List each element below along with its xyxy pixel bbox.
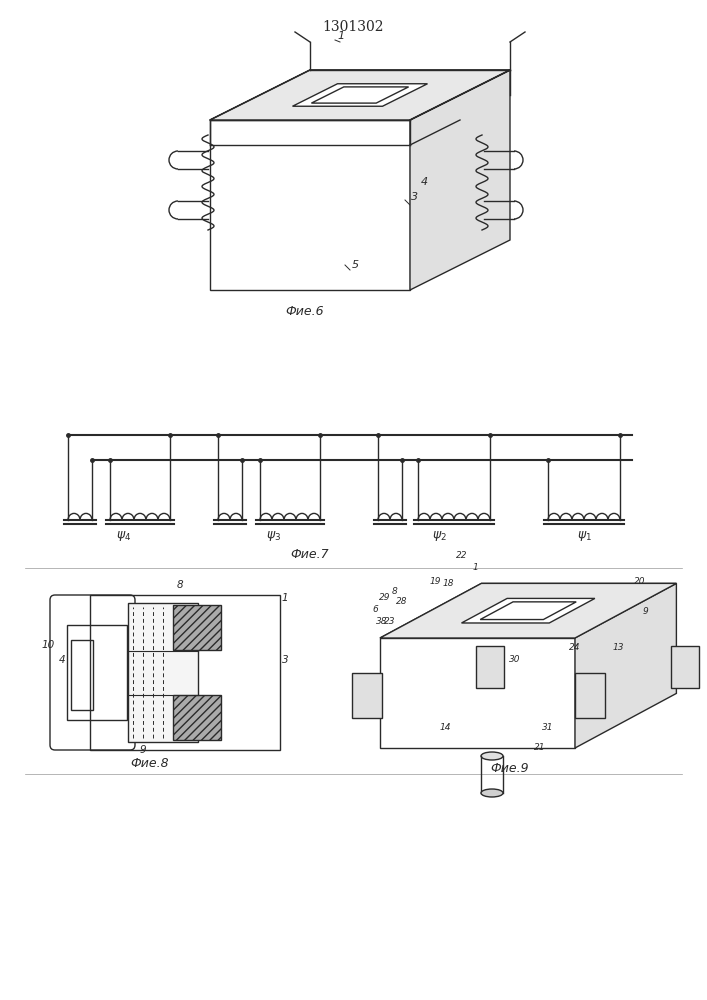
Text: 30: 30 bbox=[509, 656, 521, 664]
Text: 14: 14 bbox=[439, 724, 451, 732]
Text: 24: 24 bbox=[569, 644, 580, 652]
Text: 1: 1 bbox=[337, 31, 344, 41]
Text: Фие.9: Фие.9 bbox=[491, 762, 530, 775]
Text: 22: 22 bbox=[456, 550, 468, 560]
Bar bbox=[90, 595, 280, 750]
Text: 4: 4 bbox=[421, 177, 428, 187]
Text: 13: 13 bbox=[612, 644, 624, 652]
Bar bbox=[575, 673, 605, 718]
Bar bbox=[672, 646, 699, 688]
Text: 3: 3 bbox=[281, 655, 288, 665]
Text: $\psi_4$: $\psi_4$ bbox=[117, 529, 132, 543]
Bar bbox=[71, 640, 93, 710]
Bar bbox=[173, 695, 221, 740]
Text: 25: 25 bbox=[489, 587, 501, 596]
Text: 23: 23 bbox=[384, 617, 396, 626]
Text: 9: 9 bbox=[140, 745, 146, 755]
Text: 12: 12 bbox=[506, 615, 518, 624]
Text: 1: 1 bbox=[472, 564, 478, 572]
Text: 8: 8 bbox=[392, 587, 398, 596]
Polygon shape bbox=[380, 583, 677, 638]
Text: 20: 20 bbox=[634, 578, 645, 586]
Bar bbox=[173, 605, 221, 650]
Bar bbox=[477, 646, 504, 688]
Text: 5: 5 bbox=[352, 260, 359, 270]
Polygon shape bbox=[210, 70, 510, 120]
Text: 29: 29 bbox=[379, 592, 391, 601]
Bar bbox=[352, 673, 382, 718]
Text: 19: 19 bbox=[429, 578, 440, 586]
Polygon shape bbox=[210, 70, 510, 120]
Bar bbox=[67, 625, 127, 720]
Text: $\psi_1$: $\psi_1$ bbox=[576, 529, 592, 543]
Text: 3: 3 bbox=[411, 192, 418, 202]
Text: Фие.6: Фие.6 bbox=[286, 305, 325, 318]
Text: 10: 10 bbox=[42, 640, 54, 650]
Text: 15: 15 bbox=[486, 599, 498, 608]
Polygon shape bbox=[575, 583, 677, 748]
Text: 17: 17 bbox=[549, 595, 561, 604]
Text: 21: 21 bbox=[534, 744, 546, 752]
Ellipse shape bbox=[481, 789, 503, 797]
Text: 9: 9 bbox=[642, 607, 648, 616]
Text: Фие.7: Фие.7 bbox=[291, 548, 329, 561]
Text: 18: 18 bbox=[443, 580, 454, 588]
Text: 28: 28 bbox=[396, 597, 408, 606]
Text: 11: 11 bbox=[490, 607, 502, 616]
Text: 1301302: 1301302 bbox=[322, 20, 384, 34]
Text: 8: 8 bbox=[177, 580, 183, 590]
Text: 1: 1 bbox=[281, 593, 288, 603]
Text: 4: 4 bbox=[59, 655, 65, 665]
Text: $\psi_3$: $\psi_3$ bbox=[267, 529, 281, 543]
Polygon shape bbox=[380, 583, 677, 638]
Text: 31: 31 bbox=[542, 724, 554, 732]
Text: 38: 38 bbox=[376, 617, 387, 626]
Polygon shape bbox=[462, 598, 595, 623]
Text: $\psi_2$: $\psi_2$ bbox=[431, 529, 446, 543]
Polygon shape bbox=[410, 70, 510, 290]
Text: 16: 16 bbox=[509, 600, 521, 609]
Text: 6: 6 bbox=[372, 605, 378, 614]
Text: 27: 27 bbox=[532, 587, 544, 596]
Polygon shape bbox=[293, 84, 428, 106]
Ellipse shape bbox=[481, 752, 503, 760]
Text: Фие.8: Фие.8 bbox=[131, 757, 169, 770]
Bar bbox=[128, 603, 198, 742]
